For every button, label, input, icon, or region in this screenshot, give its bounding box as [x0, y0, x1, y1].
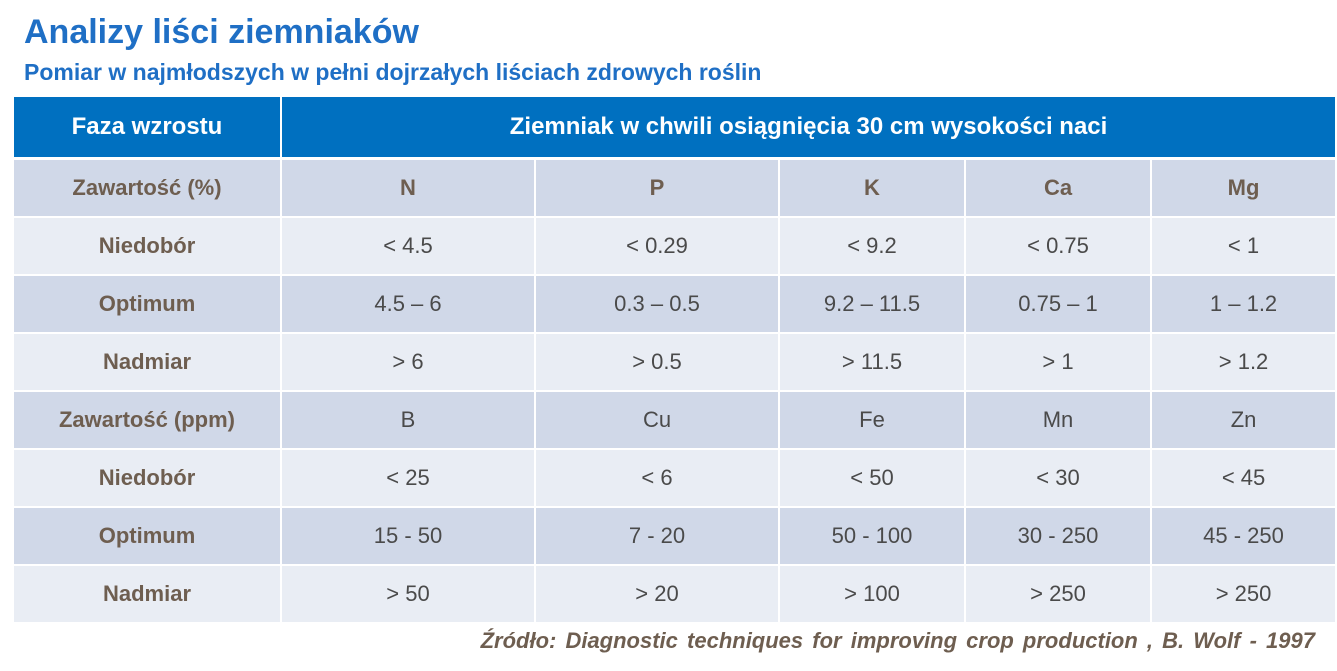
table-cell: > 0.5: [534, 332, 780, 392]
stage-label-cell: Faza wzrostu: [12, 95, 282, 160]
table-cell: < 1: [1149, 216, 1337, 276]
table-cell: > 50: [280, 564, 536, 624]
table-cell: 45 - 250: [1149, 506, 1337, 566]
row-label: Nadmiar: [12, 564, 282, 624]
table-cell: > 1.2: [1149, 332, 1337, 392]
table-cell: < 0.29: [534, 216, 780, 276]
table-cell: 0.75 – 1: [964, 274, 1152, 334]
table-cell: 0.3 – 0.5: [534, 274, 780, 334]
table-row: Niedobór < 4.5 < 0.29 < 9.2 < 0.75 < 1: [12, 216, 1337, 276]
table-cell: < 4.5: [280, 216, 536, 276]
table-cell: > 100: [778, 564, 966, 624]
table-cell: > 6: [280, 332, 536, 392]
table-cell: < 25: [280, 448, 536, 508]
table-cell: < 30: [964, 448, 1152, 508]
table-cell: 15 - 50: [280, 506, 536, 566]
table-cell: B: [280, 390, 536, 450]
table-cell: < 0.75: [964, 216, 1152, 276]
page-title: Analizy liści ziemniaków: [24, 13, 419, 51]
row-label: Optimum: [12, 274, 282, 334]
table-cell: < 9.2: [778, 216, 966, 276]
table-row: Optimum 4.5 – 6 0.3 – 0.5 9.2 – 11.5 0.7…: [12, 274, 1337, 334]
table-cell: 30 - 250: [964, 506, 1152, 566]
page-subtitle: Pomiar w najmłodszych w pełni dojrzałych…: [24, 59, 762, 85]
table-cell: > 11.5: [778, 332, 966, 392]
table-cell: Cu: [534, 390, 780, 450]
stage-value-cell: Ziemniak w chwili osiągnięcia 30 cm wyso…: [279, 95, 1337, 160]
table-cell: 50 - 100: [778, 506, 966, 566]
table-cell: 7 - 20: [534, 506, 780, 566]
table-cell: > 20: [534, 564, 780, 624]
table-cell: N: [280, 157, 536, 218]
table-cell: 4.5 – 6: [280, 274, 536, 334]
table-row: Nadmiar > 50 > 20 > 100 > 250 > 250: [12, 564, 1337, 624]
row-label: Optimum: [12, 506, 282, 566]
table-row: Niedobór < 25 < 6 < 50 < 30 < 45: [12, 448, 1337, 508]
source-citation: Źródło: Diagnostic techniques for improv…: [480, 628, 1315, 653]
row-label: Niedobór: [12, 216, 282, 276]
table-row: Nadmiar > 6 > 0.5 > 11.5 > 1 > 1.2: [12, 332, 1337, 392]
table-header-row: Faza wzrostu Ziemniak w chwili osiągnięc…: [12, 95, 1337, 160]
table-cell: P: [534, 157, 780, 218]
table-cell: > 250: [1149, 564, 1337, 624]
table-cell: < 50: [778, 448, 966, 508]
table-cell: Mn: [964, 390, 1152, 450]
table-cell: Mg: [1149, 157, 1337, 218]
row-label: Zawartość (ppm): [12, 390, 282, 450]
table-row: Optimum 15 - 50 7 - 20 50 - 100 30 - 250…: [12, 506, 1337, 566]
row-label: Nadmiar: [12, 332, 282, 392]
row-label: Niedobór: [12, 448, 282, 508]
table-row: Zawartość (%) N P K Ca Mg: [12, 157, 1337, 218]
table-cell: < 6: [534, 448, 780, 508]
table-cell: Zn: [1149, 390, 1337, 450]
table-cell: Ca: [964, 157, 1152, 218]
table-cell: > 250: [964, 564, 1152, 624]
table-cell: 1 – 1.2: [1149, 274, 1337, 334]
table-cell: Fe: [778, 390, 966, 450]
nutrient-table: Faza wzrostu Ziemniak w chwili osiągnięc…: [12, 95, 1337, 624]
table-cell: K: [778, 157, 966, 218]
table-row: Zawartość (ppm) B Cu Fe Mn Zn: [12, 390, 1337, 450]
row-label: Zawartość (%): [12, 157, 282, 218]
table-cell: 9.2 – 11.5: [778, 274, 966, 334]
table-cell: > 1: [964, 332, 1152, 392]
table-cell: < 45: [1149, 448, 1337, 508]
